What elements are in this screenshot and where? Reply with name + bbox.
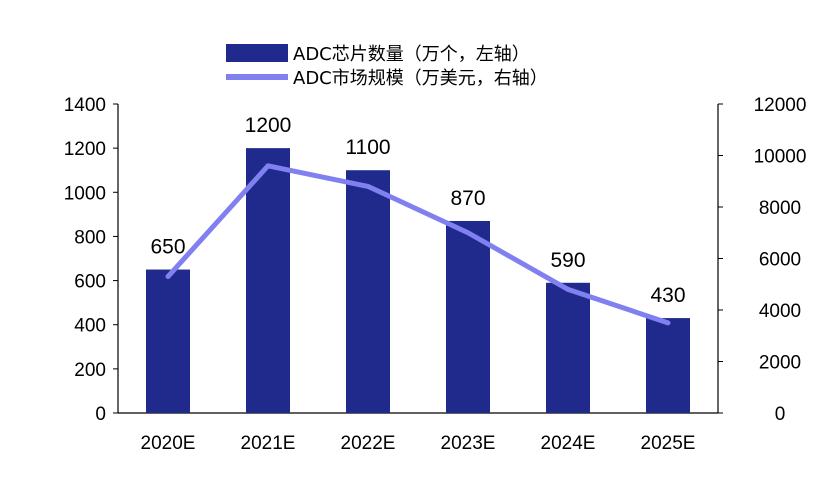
bar-2022E <box>346 170 390 413</box>
watermark: @半导体产业纵横 <box>642 451 770 470</box>
x-tick-label: 2021E <box>241 433 296 454</box>
legend-swatch-bars <box>226 44 288 62</box>
bar-2020E <box>146 269 190 413</box>
bar-2025E <box>646 318 690 413</box>
left-tick-label: 800 <box>74 227 106 248</box>
right-y-tick-labels: 0 2000 4000 6000 8000 10000 12000 <box>754 95 807 425</box>
right-tick-label: 12000 <box>754 95 807 116</box>
left-tick-label: 200 <box>74 360 106 381</box>
right-tick-label: 4000 <box>759 301 801 322</box>
left-tick-label: 400 <box>74 316 106 337</box>
left-y-tick-labels: 0 200 400 600 800 1000 1200 1400 <box>64 95 106 425</box>
right-tick-label: 0 <box>775 404 786 425</box>
left-tick-label: 1200 <box>64 139 106 160</box>
right-tick-label: 8000 <box>759 198 801 219</box>
right-tick-label: 2000 <box>759 353 801 374</box>
left-tick-label: 1400 <box>64 95 106 116</box>
bar-2023E <box>446 220 490 413</box>
bar-2024E <box>546 282 590 413</box>
data-label-2022E: 1100 <box>345 136 390 159</box>
data-label-2023E: 870 <box>450 187 485 210</box>
data-label-2024E: 590 <box>550 249 585 272</box>
x-tick-labels: 2020E 2021E 2022E 2023E 2024E 2025E <box>141 433 696 454</box>
legend-label-line: ADC市场规模（万美元，右轴） <box>293 68 548 89</box>
data-label-2025E: 430 <box>650 284 685 307</box>
bar-series <box>146 148 690 413</box>
data-label-2021E: 1200 <box>245 114 292 137</box>
axes <box>113 103 723 414</box>
line-series <box>165 163 671 326</box>
legend: ADC芯片数量（万个，左轴） ADC市场规模（万美元，右轴） <box>226 44 548 89</box>
x-tick-label: 2020E <box>141 433 196 454</box>
x-tick-label: 2022E <box>341 433 396 454</box>
left-tick-label: 600 <box>74 272 106 293</box>
data-labels: 650 1200 1100 870 590 430 <box>150 114 685 307</box>
left-tick-label: 0 <box>95 404 106 425</box>
legend-label-bars: ADC芯片数量（万个，左轴） <box>293 44 530 65</box>
bar-2021E <box>246 148 290 413</box>
right-tick-label: 6000 <box>759 250 801 271</box>
left-tick-label: 1000 <box>64 183 106 204</box>
x-tick-label: 2025E <box>641 433 696 454</box>
market-size-line <box>165 163 671 326</box>
x-tick-label: 2024E <box>541 433 596 454</box>
right-tick-label: 10000 <box>754 147 807 168</box>
x-tick-label: 2023E <box>441 433 496 454</box>
data-label-2020E: 650 <box>150 236 185 259</box>
